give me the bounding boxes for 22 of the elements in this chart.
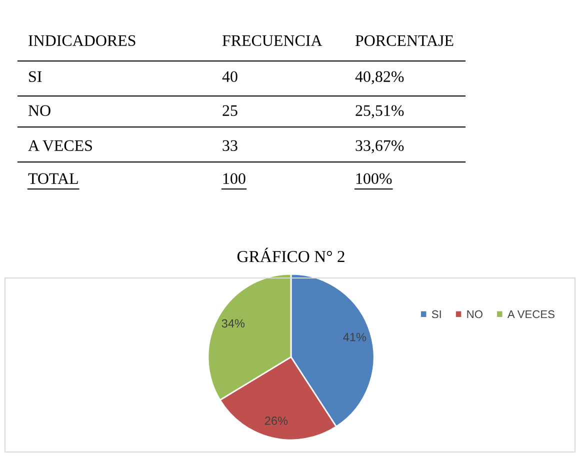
text: TOTAL — [28, 173, 78, 184]
text: SI — [29, 71, 42, 82]
data-label: 41% — [343, 332, 366, 342]
text: 40,82% — [355, 71, 404, 84]
text: FRECUENCIA — [222, 35, 322, 46]
chart-title: GRÁFICO N° 2 — [237, 248, 344, 262]
text: 40 — [222, 71, 238, 82]
text: 33,67% — [356, 140, 404, 154]
text: PORCENTAJE — [355, 35, 454, 46]
legend-label: NO — [467, 310, 482, 318]
text: 25 — [222, 105, 238, 116]
text: 25,51% — [356, 105, 404, 118]
data-label: 34% — [222, 319, 245, 328]
text: 100 — [223, 173, 246, 184]
legend-label: SI — [432, 310, 441, 318]
text: 33 — [222, 140, 238, 151]
text: 100% — [356, 173, 392, 184]
text: INDICADORES — [28, 35, 136, 46]
text: A VECES — [28, 140, 92, 152]
data-label: 26% — [264, 416, 288, 425]
legend-label: A VECES — [507, 310, 554, 318]
text: NO — [28, 105, 50, 116]
